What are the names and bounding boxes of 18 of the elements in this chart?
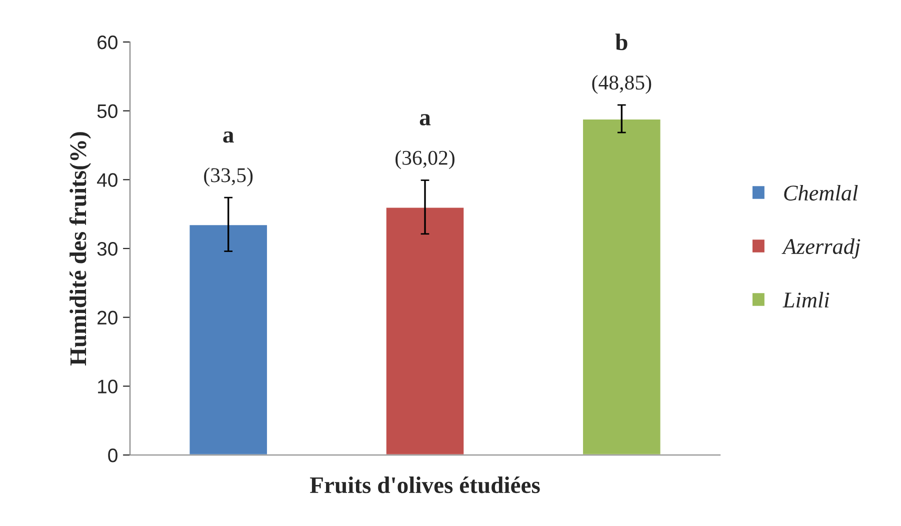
data-label: (48,85) <box>592 74 652 94</box>
legend-label: Limli <box>782 292 830 308</box>
legend-label: Azerradj <box>782 238 860 259</box>
y-tick-label: 10 <box>98 380 118 394</box>
annotation: a <box>420 114 431 126</box>
y-tick-label: 30 <box>97 242 118 256</box>
y-tick-label: 20 <box>98 310 118 325</box>
y-tick-label: 60 <box>98 35 118 50</box>
y-tick-label: 50 <box>97 104 118 118</box>
annotation: a <box>223 131 234 143</box>
y-tick-label: 40 <box>97 173 118 187</box>
y-tick-label: 0 <box>108 448 118 462</box>
data-label: (36,02) <box>396 150 454 170</box>
annotation: b <box>615 34 628 50</box>
y-axis-title: Humidité des fruits(%) <box>69 132 92 366</box>
legend-label: Chemlal <box>784 184 858 201</box>
x-axis-title: Fruits d'olives étudiées <box>310 476 540 494</box>
data-label: (33,5) <box>204 168 253 186</box>
